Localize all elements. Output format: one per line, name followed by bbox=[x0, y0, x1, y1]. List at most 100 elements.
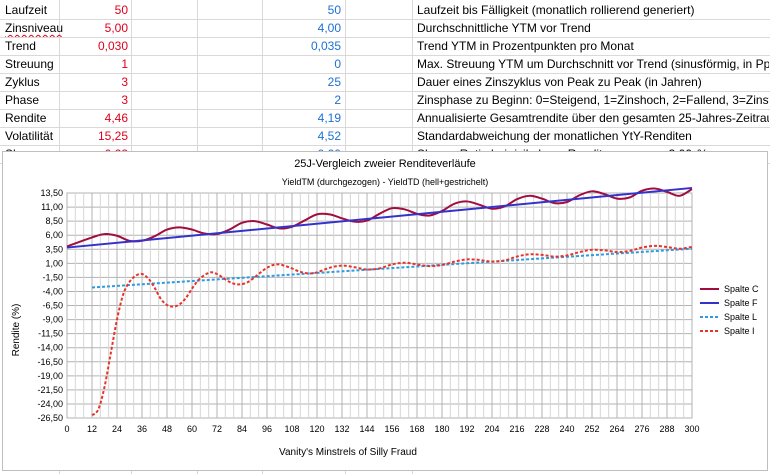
x-tick-label: 168 bbox=[409, 424, 424, 434]
value-yield-tm[interactable]: 0,030 bbox=[97, 39, 128, 53]
series-line-spalte-c bbox=[66, 187, 693, 248]
y-tick-label: -9,00 bbox=[42, 315, 63, 325]
x-tick-label: 264 bbox=[609, 424, 624, 434]
row-description[interactable]: Annualisierte Gesamtrendite über den ges… bbox=[417, 111, 769, 125]
value-yield-td[interactable]: 0 bbox=[334, 57, 341, 71]
row-label[interactable]: Laufzeit bbox=[5, 3, 48, 17]
x-tick-label: 132 bbox=[334, 424, 349, 434]
y-tick-label: -11,50 bbox=[38, 329, 63, 339]
y-axis-label: Rendite (%) bbox=[11, 304, 22, 357]
y-tick-label: -26,50 bbox=[37, 413, 63, 423]
x-tick-label: 36 bbox=[137, 424, 147, 434]
sheet-row: Phase 3 2 Zinsphase zu Beginn: 0=Steigend, … bbox=[0, 92, 770, 110]
x-axis-label: Vanity's Minstrels of Silly Fraud bbox=[279, 447, 417, 458]
value-yield-td[interactable]: 4,00 bbox=[317, 21, 341, 35]
legend-entry: Spalte I bbox=[724, 326, 755, 336]
chart-frame[interactable]: 25J-Vergleich zweier Renditeverläufe Yie… bbox=[2, 151, 768, 471]
row-label[interactable]: Streuung bbox=[5, 57, 54, 71]
x-tick-label: 192 bbox=[459, 424, 474, 434]
row-description[interactable]: Max. Streuung YTM um Durchschnitt vor Tr… bbox=[417, 57, 769, 71]
sheet-row: Zinsniveau 5,00 4,00 Durchschnittliche YTM … bbox=[0, 20, 770, 38]
row-label[interactable]: Volatilität bbox=[5, 129, 54, 143]
x-tick-label: 12 bbox=[87, 424, 97, 434]
y-tick-label: 13,50 bbox=[40, 188, 63, 198]
row-label[interactable]: Phase bbox=[5, 93, 40, 107]
y-tick-label: -6,50 bbox=[42, 301, 63, 311]
value-yield-td[interactable]: 4,52 bbox=[317, 129, 341, 143]
legend-entry: Spalte F bbox=[724, 298, 758, 308]
x-tick-label: 108 bbox=[284, 424, 299, 434]
value-yield-tm[interactable]: 3 bbox=[121, 93, 128, 107]
series-line-spalte-i bbox=[91, 244, 693, 417]
row-description[interactable]: Trend YTM in Prozentpunkten pro Monat bbox=[417, 39, 634, 53]
x-tick-label: 180 bbox=[434, 424, 449, 434]
x-tick-label: 72 bbox=[212, 424, 222, 434]
series-line-spalte-f bbox=[66, 186, 693, 249]
y-tick-label: -16,50 bbox=[37, 357, 63, 367]
sheet-row: Streuung 1 0 Max. Streuung YTM um Durchschn… bbox=[0, 56, 770, 74]
chart-title: 25J-Vergleich zweier Renditeverläufe bbox=[294, 158, 476, 170]
chart-legend[interactable]: Spalte C Spalte F Spalte L Spalte I bbox=[700, 284, 759, 336]
chart-subtitle: YieldTM (durchgezogen) - YieldTD (hell+g… bbox=[282, 177, 489, 187]
value-yield-tm[interactable]: 4,46 bbox=[104, 111, 128, 125]
y-tick-label: -4,00 bbox=[42, 286, 63, 296]
x-tick-label: 96 bbox=[262, 424, 272, 434]
row-label[interactable]: Trend bbox=[5, 39, 36, 53]
value-yield-td[interactable]: 4,19 bbox=[317, 111, 341, 125]
y-tick-labels: 13,50 11,00 8,50 6,00 3,50 1,00 -1,50 -4,00 -6,5… bbox=[37, 188, 63, 423]
x-tick-label: 288 bbox=[659, 424, 674, 434]
row-description[interactable]: Laufzeit bis Fälligkeit (monatlich rolli… bbox=[417, 3, 695, 17]
x-tick-label: 252 bbox=[584, 424, 599, 434]
value-yield-tm[interactable]: 50 bbox=[114, 3, 128, 17]
y-tick-label: -19,00 bbox=[37, 371, 63, 381]
sheet-row: Laufzeit 50 50 Laufzeit bis Fälligkeit (mon… bbox=[0, 2, 770, 20]
legend-entry: Spalte L bbox=[724, 312, 757, 322]
y-tick-label: 11,00 bbox=[41, 202, 63, 212]
value-yield-tm[interactable]: 5,00 bbox=[104, 21, 128, 35]
x-tick-label: 216 bbox=[509, 424, 524, 434]
y-tick-label: -1,50 bbox=[42, 272, 63, 282]
legend-entry: Spalte C bbox=[724, 284, 759, 294]
y-tick-label: 1,00 bbox=[45, 258, 63, 268]
row-description[interactable]: Dauer eines Zinszyklus von Peak zu Peak … bbox=[417, 75, 702, 89]
y-tick-label: -21,50 bbox=[37, 385, 63, 395]
row-description[interactable]: Durchschnittliche YTM vor Trend bbox=[417, 21, 591, 35]
value-yield-td[interactable]: 0,035 bbox=[310, 39, 341, 53]
chart-series bbox=[66, 186, 693, 417]
value-yield-td[interactable]: 25 bbox=[327, 75, 341, 89]
x-tick-label: 204 bbox=[484, 424, 499, 434]
row-label[interactable]: Zyklus bbox=[5, 75, 40, 89]
x-tick-label: 240 bbox=[559, 424, 574, 434]
value-yield-tm[interactable]: 15,25 bbox=[97, 129, 128, 143]
sheet-row: Trend 0,030 0,035 Trend YTM in Prozentpunkt… bbox=[0, 38, 770, 56]
y-tick-label: 8,50 bbox=[45, 216, 63, 226]
sheet-row: Zyklus 3 25 Dauer eines Zinszyklus von Peak… bbox=[0, 74, 770, 92]
x-tick-labels: 0 12 24 36 48 60 72 84 96 108 120 132 144 156 168 180 19… bbox=[64, 424, 699, 434]
x-tick-label: 48 bbox=[162, 424, 172, 434]
y-tick-label: -14,00 bbox=[37, 343, 63, 353]
renditeverlauf-chart: 25J-Vergleich zweier Renditeverläufe Yie… bbox=[11, 158, 759, 458]
x-tick-label: 228 bbox=[534, 424, 549, 434]
x-tick-label: 84 bbox=[237, 424, 247, 434]
value-yield-td[interactable]: 50 bbox=[327, 3, 341, 17]
row-description[interactable]: Standardabweichung der monatlichen YtY-R… bbox=[417, 129, 692, 143]
x-tick-label: 300 bbox=[684, 424, 699, 434]
x-tick-label: 144 bbox=[359, 424, 374, 434]
sheet-row: Rendite 4,46 4,19 Annualisierte Gesamtrendi… bbox=[0, 110, 770, 128]
y-tick-label: 3,50 bbox=[45, 244, 63, 254]
value-yield-tm[interactable]: 3 bbox=[121, 75, 128, 89]
chart-gridlines bbox=[66, 192, 693, 419]
x-tick-label: 24 bbox=[112, 424, 122, 434]
x-tick-label: 276 bbox=[634, 424, 649, 434]
value-yield-tm[interactable]: 1 bbox=[121, 57, 128, 71]
x-tick-label: 0 bbox=[64, 424, 69, 434]
row-label[interactable]: Zinsniveau bbox=[5, 21, 63, 35]
row-description[interactable]: Zinsphase zu Beginn: 0=Steigend, 1=Zinsh… bbox=[417, 93, 769, 107]
x-tick-label: 60 bbox=[187, 424, 197, 434]
x-tick-label: 156 bbox=[384, 424, 399, 434]
y-tick-label: 6,00 bbox=[45, 230, 63, 240]
sheet-row: Volatilität 15,25 4,52 Standardabweichung d… bbox=[0, 128, 770, 146]
row-label[interactable]: Rendite bbox=[5, 111, 47, 125]
value-yield-td[interactable]: 2 bbox=[334, 93, 341, 107]
